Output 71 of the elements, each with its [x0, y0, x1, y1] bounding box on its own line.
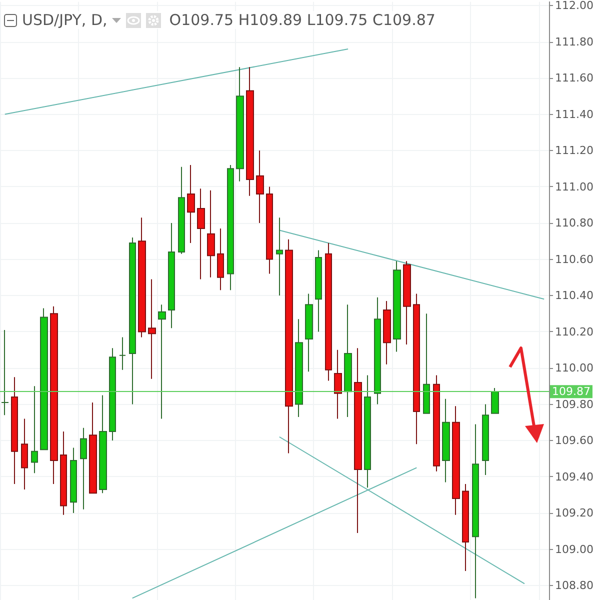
candlestick — [452, 406, 460, 516]
candlestick — [403, 260, 411, 345]
candlestick — [70, 447, 77, 514]
candlestick — [246, 66, 254, 196]
candlestick — [305, 293, 313, 372]
candlestick — [148, 278, 156, 380]
y-tick-label: 111.40 — [555, 108, 594, 121]
y-tick-label: 112.00 — [555, 0, 594, 12]
candlestick — [285, 238, 293, 454]
candlestick — [178, 166, 185, 254]
candlestick — [89, 402, 97, 494]
y-tick-label: 110.20 — [555, 325, 594, 338]
y-tick-label: 110.00 — [555, 362, 594, 374]
candlestick — [266, 186, 273, 274]
y-tick-label: 109.80 — [555, 398, 594, 411]
candlestick — [462, 484, 469, 572]
candlestick — [276, 217, 283, 296]
candlestick — [217, 228, 224, 291]
y-tick-label: 110.60 — [555, 252, 594, 266]
candlestick — [99, 394, 107, 494]
candlestick — [491, 387, 499, 414]
y-tick-label: 109.00 — [555, 542, 594, 556]
candlestick — [187, 164, 195, 244]
candlestick — [40, 308, 48, 450]
y-tick-label: 109.20 — [555, 506, 594, 520]
candlestick — [80, 427, 87, 510]
candlestick — [1, 329, 9, 416]
y-tick-label: 109.60 — [555, 434, 594, 447]
candlestick — [138, 217, 146, 338]
y-tick-label: 111.80 — [555, 35, 594, 48]
candlestick — [472, 424, 479, 599]
candlestick — [31, 386, 38, 474]
candlestick — [295, 318, 303, 418]
candlestick — [423, 313, 430, 414]
candlestick — [50, 306, 58, 484]
candlestick — [236, 66, 244, 182]
candlestick — [21, 418, 28, 490]
candlestick — [315, 250, 322, 332]
candlestick — [433, 374, 440, 472]
candlestick — [482, 404, 489, 476]
candlestick — [227, 164, 234, 291]
candlestick — [354, 348, 362, 534]
candlestick — [334, 349, 342, 420]
candlestick — [11, 376, 18, 484]
y-tick-label: 111.20 — [555, 144, 594, 157]
candlestick — [393, 260, 401, 352]
candlestick — [168, 222, 175, 329]
candlestick — [256, 150, 264, 224]
candlestick — [374, 296, 381, 405]
candlestick — [383, 300, 391, 365]
y-tick-label: 110.80 — [555, 216, 594, 230]
text: USD/JPY, D, — [22, 11, 108, 29]
ref-line-label: 109.87 — [552, 385, 590, 398]
y-tick-label: 111.00 — [555, 180, 594, 194]
y-tick-label: 109.40 — [555, 470, 594, 484]
candlestick — [129, 237, 136, 405]
annotation: O109.75 H109.89 L109.75 C109.87 — [169, 11, 436, 29]
candlestick — [197, 188, 205, 280]
candlestick — [442, 398, 450, 483]
candlestick — [109, 348, 116, 441]
candlestick — [325, 242, 332, 382]
y-tick-label: 110.40 — [555, 289, 594, 302]
candlestick — [158, 304, 166, 420]
candlestick — [413, 293, 420, 445]
candlestick — [344, 304, 352, 418]
candlestick — [364, 374, 371, 488]
candlestick — [119, 336, 126, 370]
candlestick — [207, 190, 215, 278]
y-tick-label: 108.80 — [555, 579, 594, 592]
y-tick-label: 111.60 — [555, 72, 594, 84]
candlestick — [60, 430, 67, 516]
